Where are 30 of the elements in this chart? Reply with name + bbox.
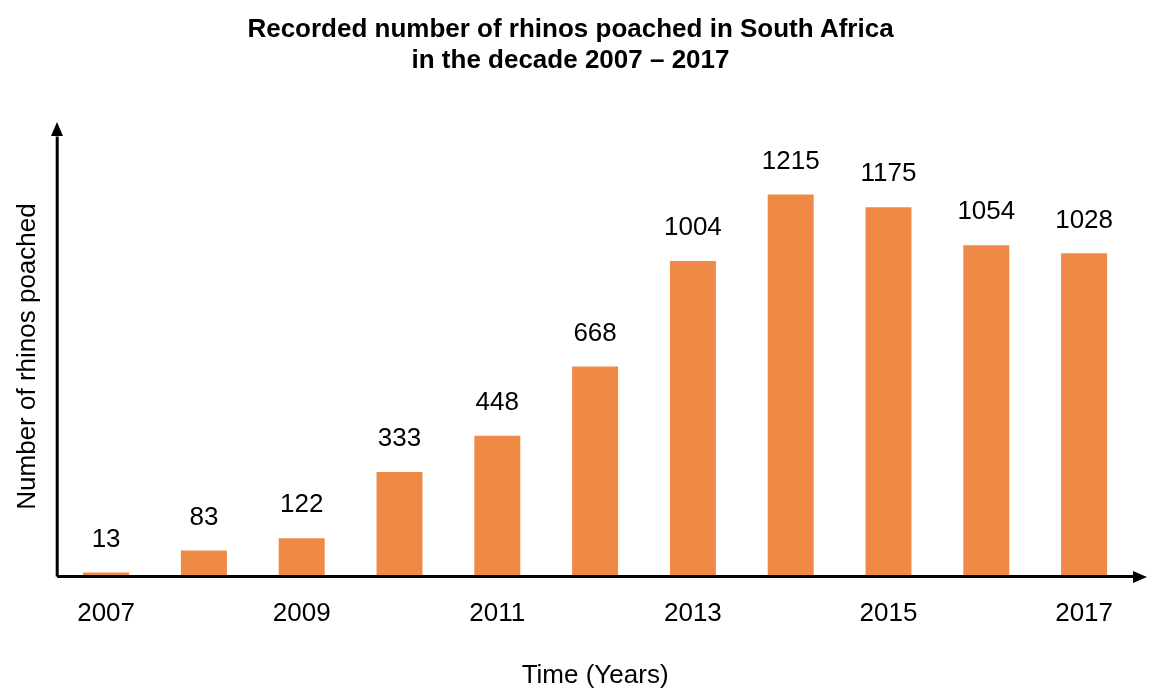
data-label: 83 [189,500,219,531]
bar [572,366,619,577]
data-label: 448 [475,385,519,416]
data-label: 1054 [957,195,1016,226]
chart-title: Recorded number of rhinos poached in South Africa in the decade 2007 – 2017 [247,12,895,74]
bar [474,435,521,577]
x-tick-label: 2015 [859,597,918,628]
data-label: 1004 [663,211,722,242]
data-label: 1175 [860,157,917,188]
bar [669,260,716,577]
bar [865,207,912,577]
bar [963,245,1010,577]
data-label: 13 [91,522,121,553]
x-tick-label: 2017 [1055,597,1114,628]
x-tick-label: 2013 [663,597,722,628]
x-tick-label: 2011 [469,597,526,628]
bar [376,471,423,577]
data-label: 668 [573,316,617,347]
data-label: 1215 [761,144,820,175]
bar [278,538,325,577]
x-axis-title: Time (Years) [521,658,669,689]
data-label: 1028 [1055,203,1114,234]
y-axis-title: Number of rhinos poached [10,203,41,510]
x-tick-label: 2009 [272,597,331,628]
data-label: 333 [377,422,422,453]
bar [767,194,814,577]
x-tick-label: 2007 [77,597,136,628]
bar [1061,253,1108,577]
bar [180,550,227,577]
data-label: 122 [280,488,324,519]
